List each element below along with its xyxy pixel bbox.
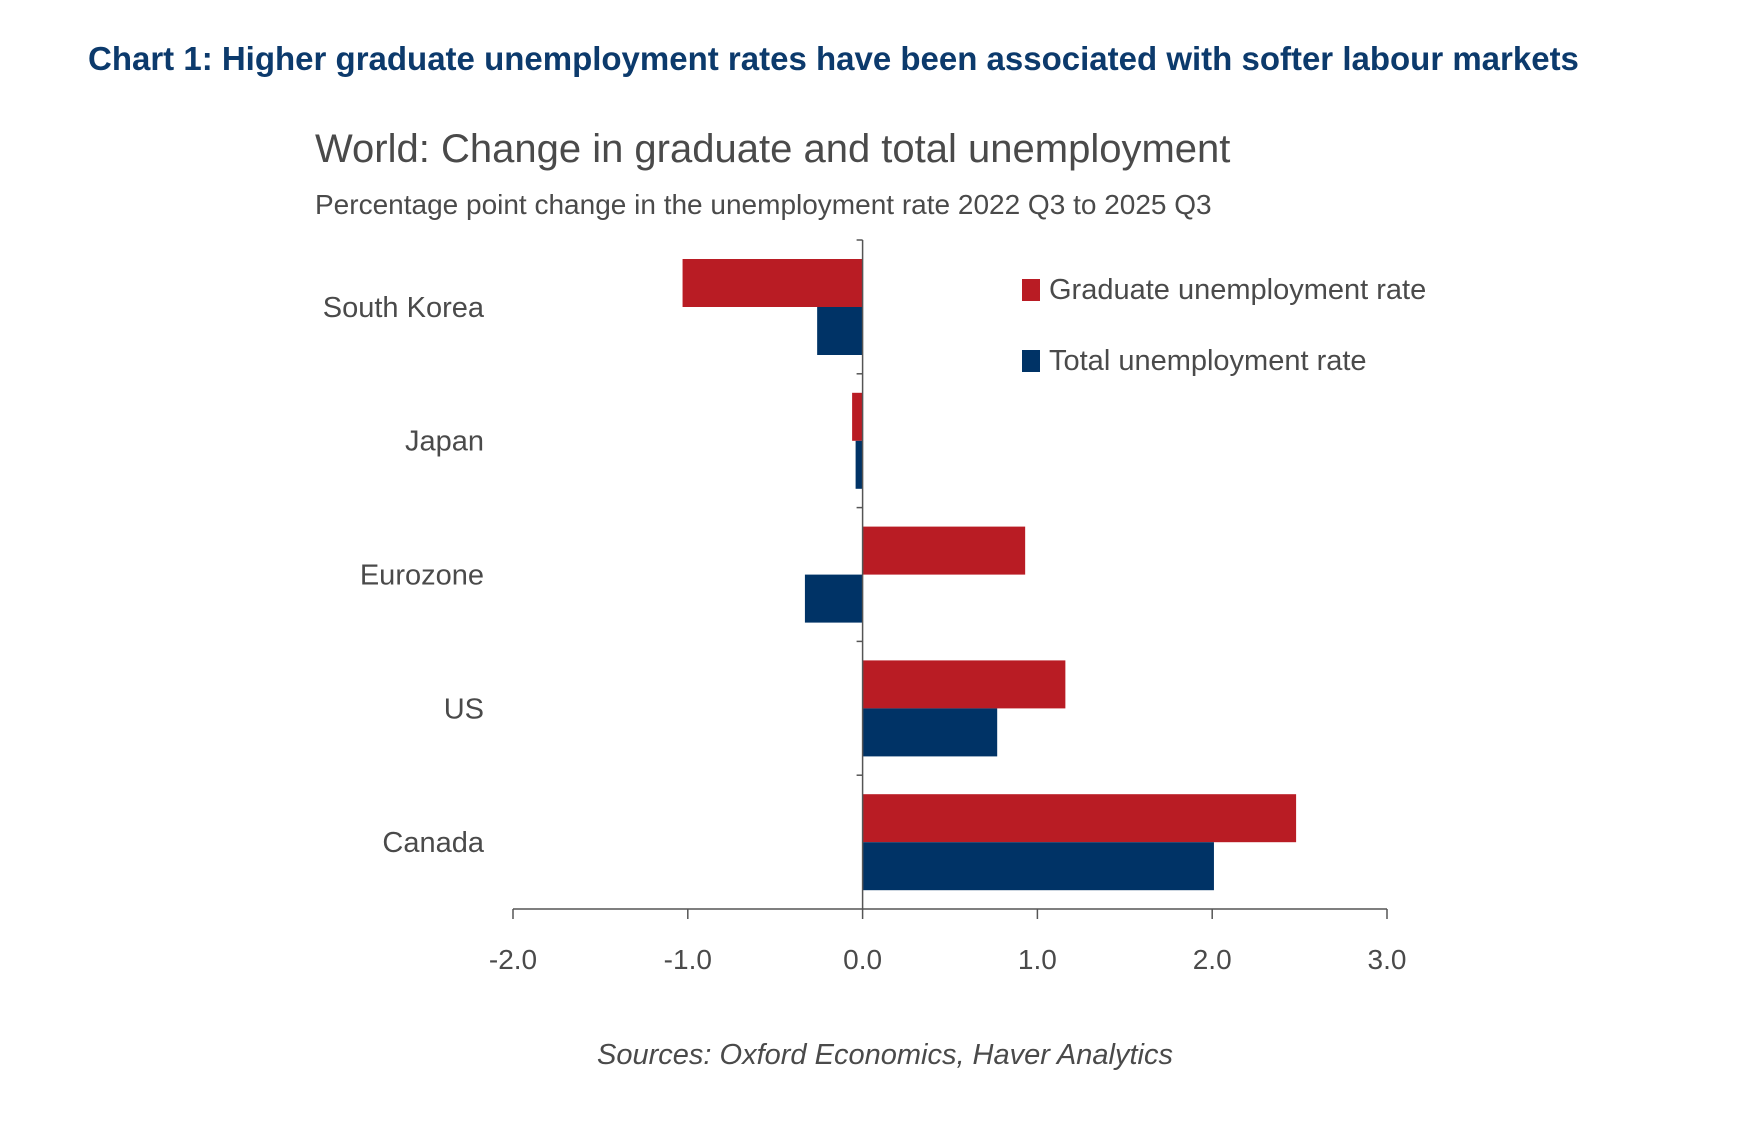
bar-graduate: [862, 660, 1066, 709]
source-note: Sources: Oxford Economics, Haver Analyti…: [597, 1039, 1173, 1071]
category-label: Japan: [405, 426, 484, 458]
x-tick-label: 0.0: [843, 944, 882, 975]
category-label: Canada: [382, 827, 484, 859]
bar-graduate: [852, 392, 863, 441]
bar-total: [804, 574, 863, 623]
bar-total: [862, 708, 998, 757]
bar-graduate: [862, 794, 1297, 843]
category-label: Eurozone: [360, 560, 484, 592]
category-label: US: [444, 693, 484, 725]
bar-graduate: [862, 526, 1026, 575]
bar-graduate: [682, 259, 863, 307]
legend-label-total: Total unemployment rate: [1049, 345, 1367, 377]
x-tick-label: 3.0: [1368, 944, 1407, 975]
x-tick-label: 2.0: [1193, 944, 1232, 975]
chart-subtitle: Percentage point change in the unemploym…: [315, 189, 1212, 220]
x-tick-label: -2.0: [489, 944, 537, 975]
bar-total: [817, 307, 863, 355]
x-tick-label: -1.0: [664, 944, 712, 975]
legend-swatch-total: [1022, 350, 1040, 372]
bar-total: [855, 440, 863, 489]
legend: Graduate unemployment rate Total unemplo…: [1022, 274, 1426, 377]
chart-title: World: Change in graduate and total unem…: [315, 127, 1230, 171]
x-tick-label: 1.0: [1018, 944, 1057, 975]
headline: Chart 1: Higher graduate unemployment ra…: [88, 40, 1579, 77]
bar-total: [862, 842, 1214, 891]
category-label: South Korea: [323, 292, 485, 324]
legend-label-graduate: Graduate unemployment rate: [1049, 274, 1426, 306]
legend-swatch-graduate: [1022, 279, 1040, 301]
